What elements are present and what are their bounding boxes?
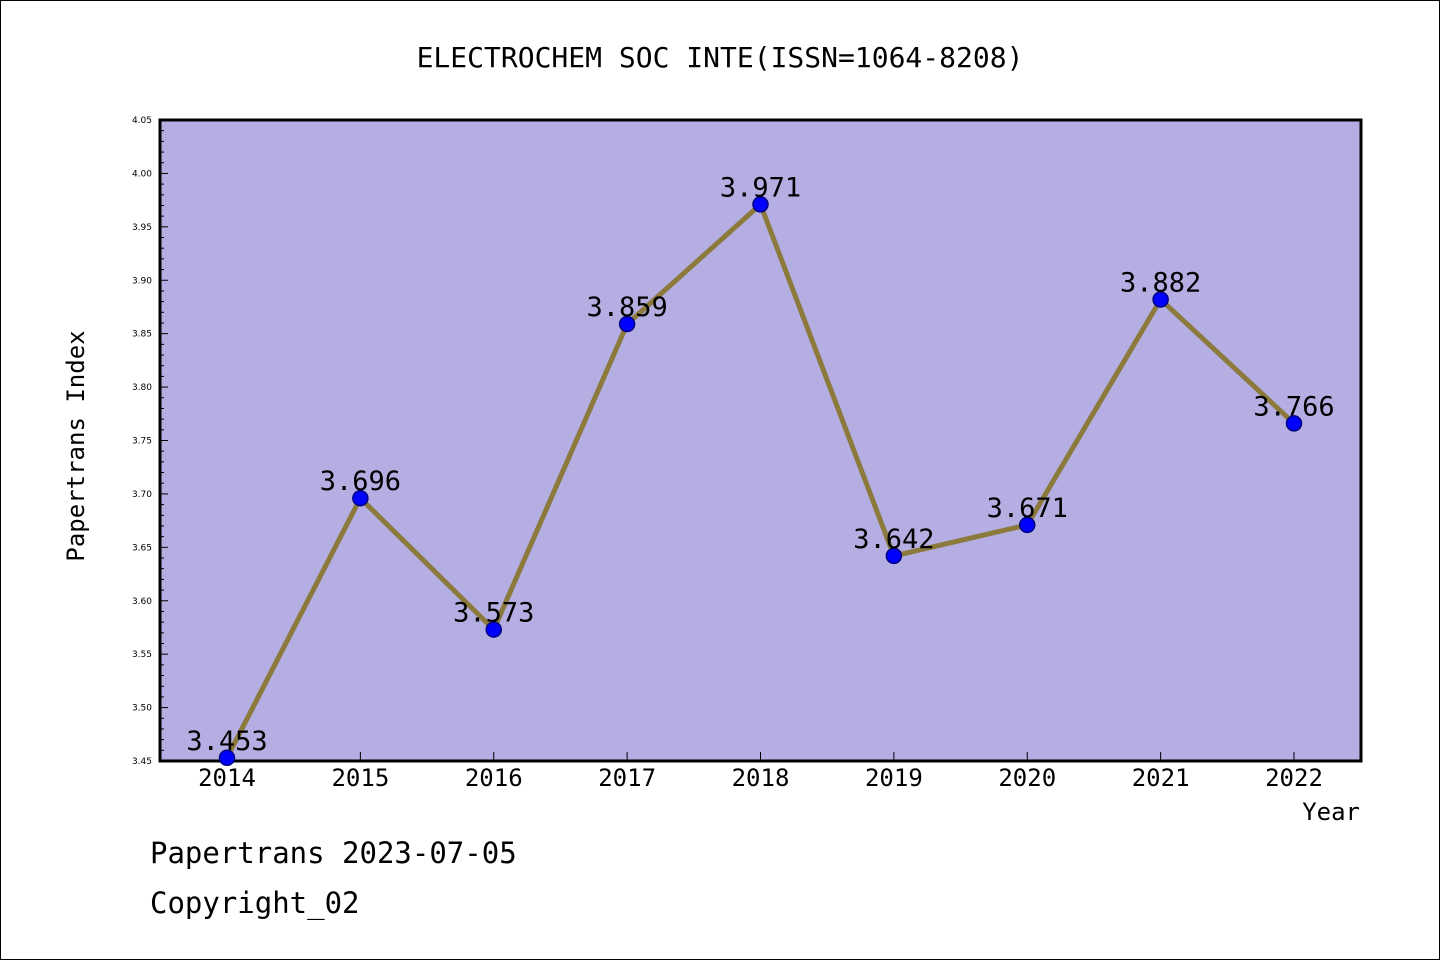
data-point <box>352 489 369 507</box>
y-tick-label: 3.70 <box>132 490 152 500</box>
data-point <box>885 547 903 565</box>
x-tick-label: 2021 <box>1132 764 1190 792</box>
footer-date: Papertrans 2023-07-05 <box>150 836 517 870</box>
y-tick-label: 3.85 <box>132 330 152 340</box>
x-tick-label: 2015 <box>331 764 389 792</box>
data-point <box>218 749 236 767</box>
data-label: 3.696 <box>320 466 401 497</box>
x-tick-label: 2020 <box>998 764 1056 792</box>
data-point <box>1019 516 1036 534</box>
data-label: 3.882 <box>1120 267 1201 298</box>
data-label: 3.642 <box>853 524 934 555</box>
data-label: 3.971 <box>720 172 801 203</box>
y-tick-label: 3.55 <box>132 650 152 660</box>
y-tick-label: 3.75 <box>132 437 152 447</box>
footer-copyright: Copyright_02 <box>150 886 360 920</box>
data-point <box>752 196 769 213</box>
y-tick-label: 3.60 <box>132 597 152 607</box>
data-label: 3.766 <box>1253 391 1334 422</box>
x-axis-title: Year <box>1302 798 1360 826</box>
x-tick-label: 2014 <box>198 764 256 792</box>
x-tick-label: 2019 <box>865 764 923 792</box>
x-axis: 2014 2015 2016 2017 2018 2019 2020 2021 2022 <box>198 752 1323 792</box>
y-axis-title: Papertrans Index <box>62 330 90 561</box>
y-tick-label: 3.90 <box>132 276 152 286</box>
y-tick-label: 3.45 <box>132 757 152 767</box>
data-point <box>1285 415 1303 432</box>
y-tick-label: 3.50 <box>132 704 152 714</box>
chart-title: ELECTROCHEM SOC INTE(ISSN=1064-8208) <box>417 41 1024 74</box>
x-tick-label: 2022 <box>1265 764 1323 792</box>
series <box>218 196 1303 767</box>
y-tick-label: 3.95 <box>132 223 152 233</box>
x-tick-label: 2016 <box>465 764 523 792</box>
data-point <box>1152 291 1169 308</box>
x-tick-label: 2017 <box>598 764 656 792</box>
y-tick-label: 4.05 <box>132 116 152 126</box>
data-point <box>485 621 502 638</box>
y-tick-label: 3.65 <box>132 543 152 553</box>
data-label: 3.573 <box>453 598 534 629</box>
x-tick-label: 2018 <box>732 764 790 792</box>
data-point <box>618 315 636 333</box>
y-axis: 3.45 3.50 3.55 3.60 3.65 3.70 3.75 3.80 3.85 3.90… <box>132 116 168 767</box>
y-tick-label: 4.00 <box>132 169 152 179</box>
y-tick-label: 3.80 <box>132 383 152 393</box>
data-labels: 3.453 3.696 3.573 3.859 3.971 3.642 3.671 3.882… <box>186 172 1334 756</box>
plot-area <box>158 118 1363 763</box>
data-label: 3.671 <box>987 493 1068 524</box>
data-label: 3.859 <box>586 292 667 323</box>
data-label: 3.453 <box>186 726 267 757</box>
